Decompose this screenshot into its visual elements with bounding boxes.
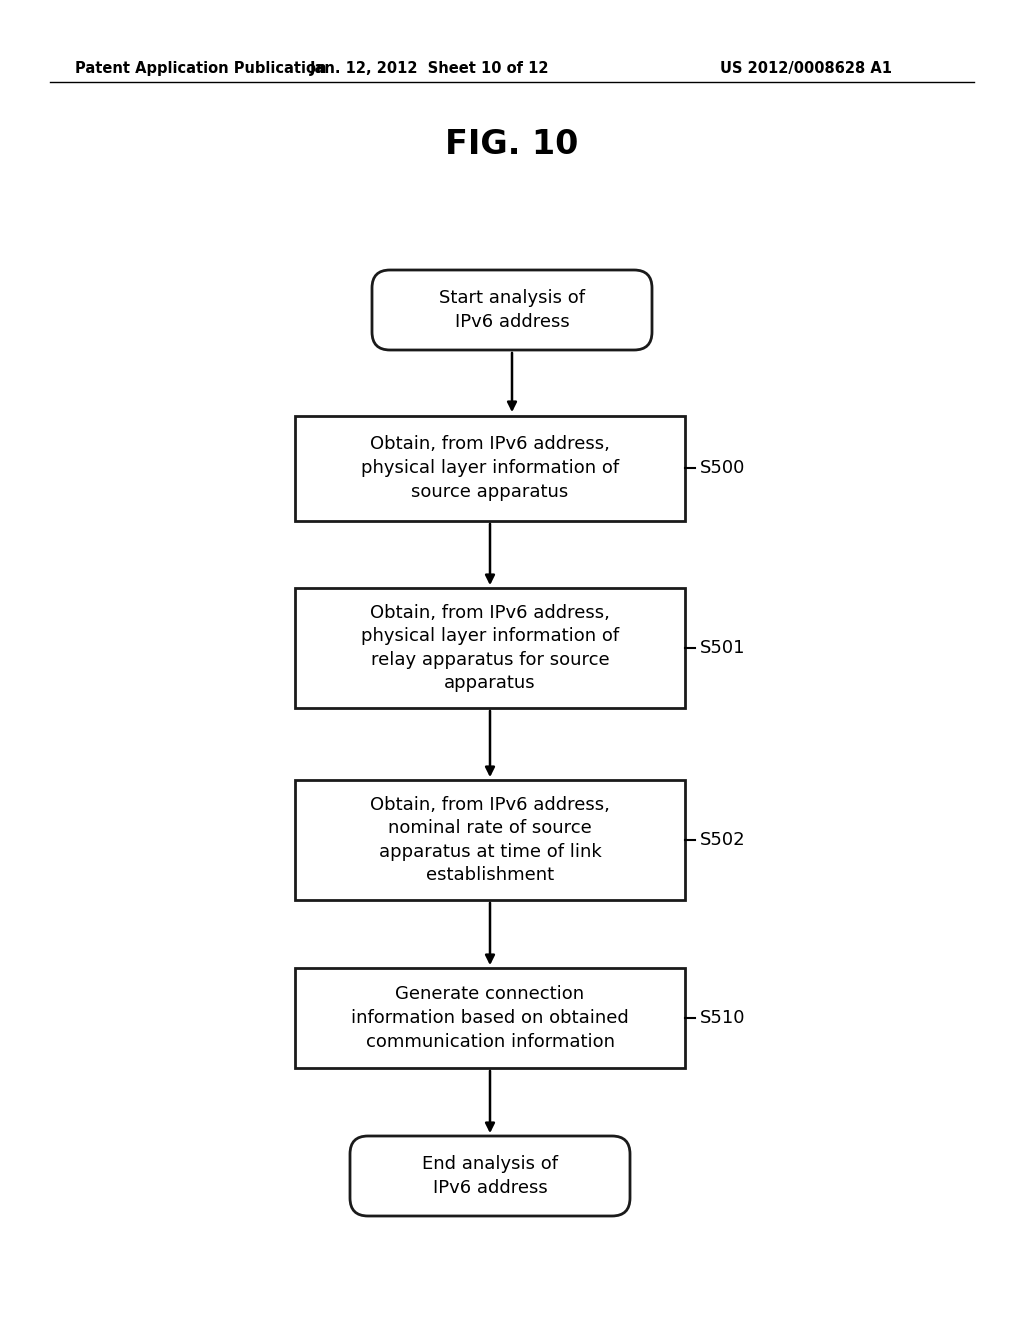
Text: S501: S501 <box>700 639 745 657</box>
Bar <box>295 587 685 708</box>
FancyBboxPatch shape <box>372 271 652 350</box>
Text: FIG. 10: FIG. 10 <box>445 128 579 161</box>
FancyBboxPatch shape <box>350 1137 630 1216</box>
Text: Generate connection
information based on obtained
communication information: Generate connection information based on… <box>351 986 629 1051</box>
Bar <box>295 968 685 1068</box>
Text: S510: S510 <box>700 1008 745 1027</box>
Text: Obtain, from IPv6 address,
nominal rate of source
apparatus at time of link
esta: Obtain, from IPv6 address, nominal rate … <box>370 796 610 884</box>
Text: Jan. 12, 2012  Sheet 10 of 12: Jan. 12, 2012 Sheet 10 of 12 <box>310 61 550 75</box>
Text: Patent Application Publication: Patent Application Publication <box>75 61 327 75</box>
Text: S500: S500 <box>700 459 745 477</box>
Text: End analysis of
IPv6 address: End analysis of IPv6 address <box>422 1155 558 1197</box>
Text: S502: S502 <box>700 832 745 849</box>
Text: Obtain, from IPv6 address,
physical layer information of
relay apparatus for sou: Obtain, from IPv6 address, physical laye… <box>360 603 620 693</box>
Text: Obtain, from IPv6 address,
physical layer information of
source apparatus: Obtain, from IPv6 address, physical laye… <box>360 436 620 500</box>
Text: Start analysis of
IPv6 address: Start analysis of IPv6 address <box>439 289 585 331</box>
Bar <box>295 780 685 900</box>
Text: US 2012/0008628 A1: US 2012/0008628 A1 <box>720 61 892 75</box>
Bar <box>295 416 685 520</box>
